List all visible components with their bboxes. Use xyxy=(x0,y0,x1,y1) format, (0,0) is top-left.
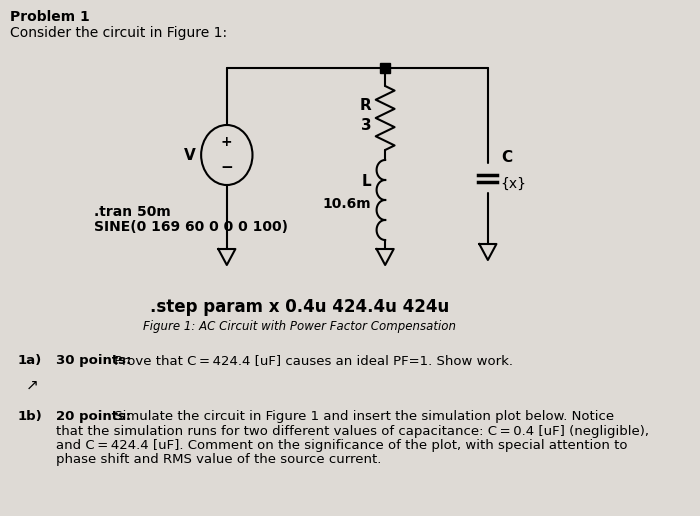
Text: 10.6m: 10.6m xyxy=(323,197,372,211)
Text: V: V xyxy=(184,148,196,163)
Text: 30 points:: 30 points: xyxy=(55,354,131,367)
Text: Simulate the circuit in Figure 1 and insert the simulation plot below. Notice: Simulate the circuit in Figure 1 and ins… xyxy=(110,410,614,423)
Text: {x}: {x} xyxy=(500,177,526,191)
Text: Problem 1: Problem 1 xyxy=(10,10,90,24)
Text: and C = 424.4 [uF]. Comment on the significance of the plot, with special attent: and C = 424.4 [uF]. Comment on the signi… xyxy=(55,439,627,452)
Text: 1b): 1b) xyxy=(17,410,42,423)
Text: +: + xyxy=(221,135,232,150)
Text: 3: 3 xyxy=(360,119,372,134)
Text: .tran 50m: .tran 50m xyxy=(94,205,171,219)
Text: .step param x 0.4u 424.4u 424u: .step param x 0.4u 424.4u 424u xyxy=(150,298,449,316)
Text: phase shift and RMS value of the source current.: phase shift and RMS value of the source … xyxy=(55,454,381,466)
Text: Consider the circuit in Figure 1:: Consider the circuit in Figure 1: xyxy=(10,26,228,40)
Text: Figure 1: AC Circuit with Power Factor Compensation: Figure 1: AC Circuit with Power Factor C… xyxy=(143,320,456,333)
Text: 1a): 1a) xyxy=(17,354,41,367)
Text: R: R xyxy=(360,99,372,114)
Text: ↗: ↗ xyxy=(26,378,39,393)
Text: L: L xyxy=(362,174,372,189)
Text: that the simulation runs for two different values of capacitance: C = 0.4 [uF] (: that the simulation runs for two differe… xyxy=(55,425,649,438)
Text: SINE(0 169 60 0 0 0 100): SINE(0 169 60 0 0 0 100) xyxy=(94,220,288,234)
Text: −: − xyxy=(220,160,233,175)
Text: Prove that C = 424.4 [uF] causes an ideal PF=1. Show work.: Prove that C = 424.4 [uF] causes an idea… xyxy=(110,354,512,367)
Text: 20 points:: 20 points: xyxy=(55,410,131,423)
Text: C: C xyxy=(502,151,512,166)
